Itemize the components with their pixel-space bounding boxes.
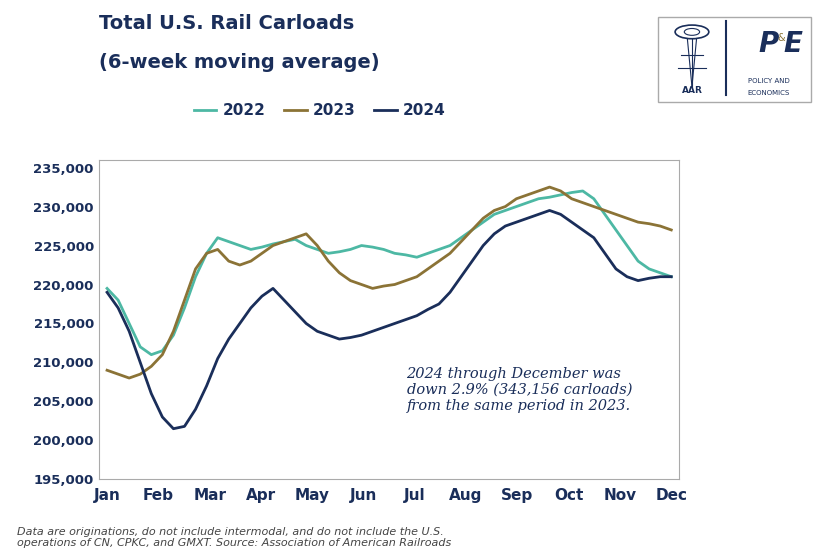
2022 (157, 348, 167, 354)
2022 (102, 285, 112, 291)
FancyBboxPatch shape (657, 17, 810, 102)
2022 (666, 273, 676, 280)
Text: Total U.S. Rail Carloads: Total U.S. Rail Carloads (99, 14, 354, 33)
2023 (411, 273, 421, 280)
Line: 2022: 2022 (107, 191, 671, 355)
2022 (378, 246, 388, 253)
2023 (312, 242, 322, 249)
2023 (378, 283, 388, 289)
2024 (168, 425, 178, 432)
Line: 2023: 2023 (107, 187, 671, 378)
2023 (102, 367, 112, 374)
Text: POLICY AND: POLICY AND (747, 78, 788, 84)
Text: P: P (758, 30, 778, 58)
2024 (312, 328, 322, 334)
2024 (146, 390, 156, 397)
2022 (456, 234, 466, 241)
2024 (478, 242, 488, 249)
2022 (478, 219, 488, 225)
2024 (666, 273, 676, 280)
Text: Data are originations, do not include intermodal, and do not include the U.S.
op: Data are originations, do not include in… (17, 527, 450, 548)
2024 (102, 289, 112, 295)
2022 (411, 254, 421, 261)
Text: 2024 through December was
down 2.9% (343,156 carloads)
from the same period in 2: 2024 through December was down 2.9% (343… (406, 366, 631, 413)
Text: AAR: AAR (681, 86, 701, 95)
2022 (577, 188, 587, 195)
2023 (478, 215, 488, 222)
Legend: 2022, 2023, 2024: 2022, 2023, 2024 (187, 97, 452, 125)
Line: 2024: 2024 (107, 210, 671, 429)
Text: ECONOMICS: ECONOMICS (747, 90, 789, 96)
Text: &: & (776, 33, 784, 43)
Text: (6-week moving average): (6-week moving average) (99, 53, 380, 72)
Text: E: E (782, 30, 801, 58)
2024 (456, 273, 466, 280)
2023 (456, 239, 466, 245)
2022 (146, 352, 156, 358)
2024 (544, 207, 554, 214)
2023 (666, 226, 676, 233)
2023 (157, 352, 167, 358)
2024 (411, 312, 421, 319)
2024 (378, 324, 388, 331)
2023 (124, 375, 134, 381)
2022 (312, 246, 322, 253)
2023 (544, 184, 554, 191)
